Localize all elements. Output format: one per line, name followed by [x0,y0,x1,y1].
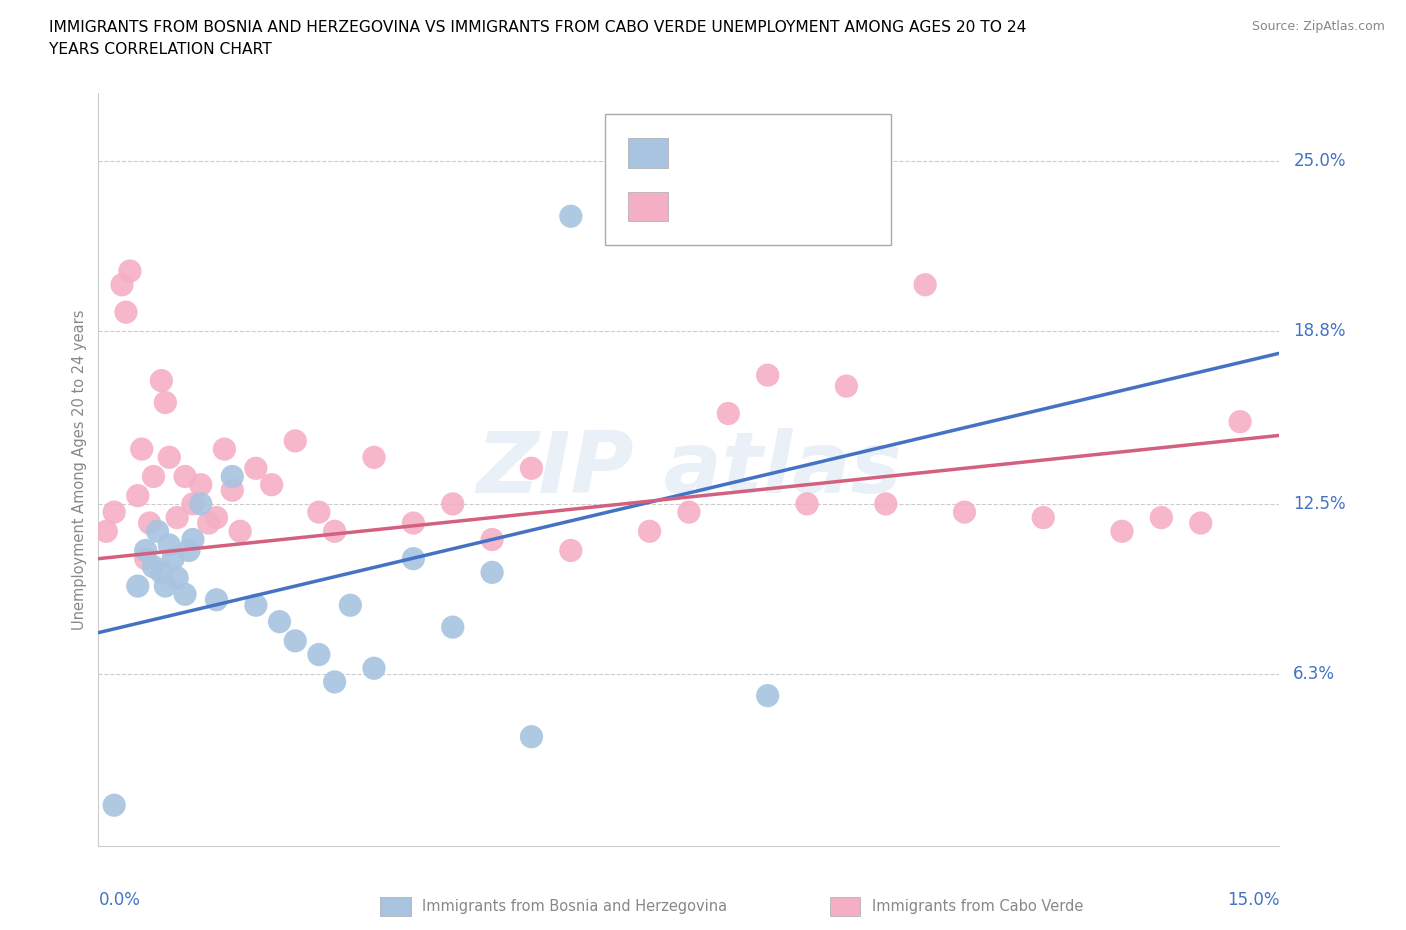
Point [835,379,858,393]
Text: Immigrants from Bosnia and Herzegovina: Immigrants from Bosnia and Herzegovina [422,899,727,914]
Text: R = 0.316: R = 0.316 [679,145,759,160]
Point [269,614,291,629]
Point [323,524,346,538]
Point [138,515,160,530]
Point [323,674,346,689]
Text: N = 47: N = 47 [785,199,845,214]
Point [174,587,197,602]
Text: YEARS CORRELATION CHART: YEARS CORRELATION CHART [49,42,271,57]
Point [146,524,169,538]
Point [1229,414,1251,429]
Point [756,367,779,382]
Point [560,209,582,224]
Point [402,515,425,530]
Point [796,497,818,512]
Point [363,661,385,676]
Point [245,598,267,613]
Point [118,263,141,278]
Point [157,450,180,465]
Text: N = 29: N = 29 [785,145,845,160]
Point [756,688,779,703]
Point [142,560,165,575]
Text: Immigrants from Cabo Verde: Immigrants from Cabo Verde [872,899,1083,914]
Point [96,524,118,538]
Point [914,277,936,292]
Point [103,505,125,520]
Point [441,619,464,634]
Point [1032,511,1054,525]
Point [875,497,897,512]
Point [308,505,330,520]
Point [127,578,149,593]
Point [245,461,267,476]
Text: 25.0%: 25.0% [1294,153,1346,170]
Point [157,538,180,552]
Point [481,532,503,547]
Point [717,406,740,421]
Point [115,305,138,320]
Point [197,515,219,530]
Point [127,488,149,503]
Point [174,469,197,484]
Point [441,497,464,512]
Point [155,395,177,410]
Point [135,543,157,558]
Point [181,497,204,512]
Point [155,578,177,593]
Point [229,524,252,538]
Point [150,565,173,579]
Point [221,483,243,498]
Text: ZIP atlas: ZIP atlas [477,428,901,512]
Point [402,551,425,566]
Point [177,543,200,558]
Point [284,433,307,448]
Point [150,373,173,388]
Point [638,524,661,538]
Point [308,647,330,662]
Y-axis label: Unemployment Among Ages 20 to 24 years: Unemployment Among Ages 20 to 24 years [72,310,87,630]
Point [953,505,976,520]
Point [520,461,543,476]
Text: Source: ZipAtlas.com: Source: ZipAtlas.com [1251,20,1385,33]
Point [1111,524,1133,538]
Point [1189,515,1212,530]
Point [181,532,204,547]
Text: 6.3%: 6.3% [1294,665,1336,683]
Point [1150,511,1173,525]
Point [162,551,184,566]
Point [166,511,188,525]
Point [284,633,307,648]
Point [214,442,236,457]
Point [166,570,188,585]
Point [190,497,212,512]
Text: R = 0.159: R = 0.159 [679,199,759,214]
Text: 12.5%: 12.5% [1294,495,1346,512]
Point [363,450,385,465]
Text: 0.0%: 0.0% [98,892,141,910]
Point [560,543,582,558]
Point [142,469,165,484]
Text: 15.0%: 15.0% [1227,892,1279,910]
Point [520,729,543,744]
Point [135,551,157,566]
Point [205,511,228,525]
Point [111,277,134,292]
Text: IMMIGRANTS FROM BOSNIA AND HERZEGOVINA VS IMMIGRANTS FROM CABO VERDE UNEMPLOYMEN: IMMIGRANTS FROM BOSNIA AND HERZEGOVINA V… [49,20,1026,35]
Point [339,598,361,613]
Point [190,477,212,492]
Point [481,565,503,579]
Point [260,477,283,492]
Point [678,505,700,520]
Point [103,798,125,813]
Point [131,442,153,457]
Text: 18.8%: 18.8% [1294,323,1346,340]
Point [221,469,243,484]
Point [205,592,228,607]
